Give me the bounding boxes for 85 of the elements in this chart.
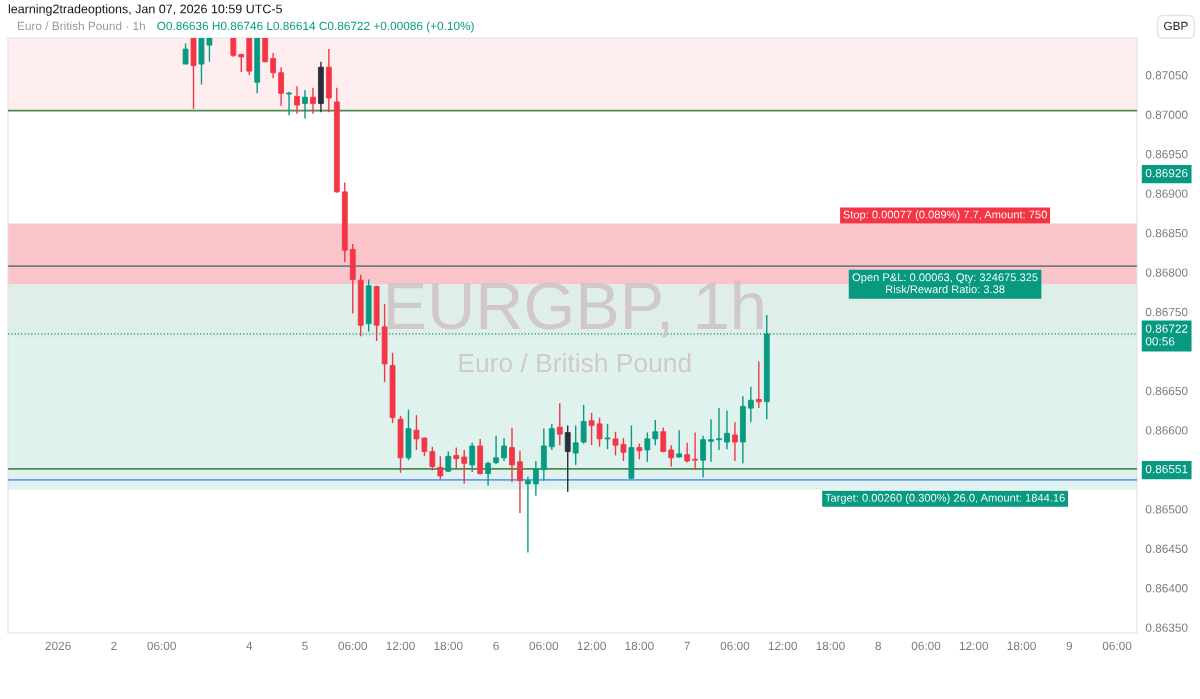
- y-tick-label: 0.86722 00:56: [1145, 324, 1188, 346]
- x-tick-label: 12:00: [386, 641, 415, 650]
- candlestick: [517, 450, 523, 514]
- y-tick-label: 0.87050: [1145, 71, 1188, 80]
- y-axis-title: GBP: [1164, 21, 1188, 31]
- y-tick-label: 0.86500: [1145, 505, 1188, 514]
- candlestick: [230, 38, 237, 58]
- x-tick-label: 18:00: [434, 641, 463, 650]
- x-tick-label: 06:00: [720, 641, 750, 650]
- candlestick: [548, 423, 555, 451]
- y-tick-label: 0.86450: [1145, 544, 1188, 553]
- candlestick: [668, 444, 675, 468]
- candlestick: [485, 461, 491, 487]
- candlestick: [604, 423, 611, 450]
- candlestick: [564, 424, 571, 493]
- y-tick-label: 0.86850: [1145, 228, 1188, 238]
- y-tick-label: 0.86400: [1145, 584, 1188, 593]
- candlestick: [708, 418, 714, 463]
- candlestick: [572, 424, 579, 466]
- candlestick: [294, 85, 300, 115]
- candlestick: [461, 449, 468, 485]
- candlestick: [644, 431, 651, 463]
- y-tick-label: 0.86800: [1145, 268, 1188, 277]
- x-tick-label: 5: [302, 641, 308, 650]
- candlestick: [660, 427, 667, 453]
- annotation: Open P&L: 0.00063, Qty: 324675.325 Risk/Reward Ratio: 3.38: [852, 273, 1038, 294]
- candlestick: [556, 402, 563, 446]
- text: learning2tradeoptions, Jan 07, 2026 10:59 UTC-5: [8, 4, 282, 16]
- candlestick: [437, 455, 444, 480]
- candlestick: [509, 427, 515, 483]
- chart-title: Euro / British Pound · 1h: [18, 21, 145, 31]
- y-tick-label: 0.86650: [1145, 386, 1188, 396]
- candlestick: [453, 446, 460, 469]
- candlestick: [652, 419, 659, 446]
- candlestick: [676, 429, 683, 459]
- x-tick-label: 18:00: [625, 641, 654, 650]
- candlestick: [302, 89, 308, 120]
- x-tick-label: 12:00: [768, 641, 798, 650]
- x-tick-label: 06:00: [529, 641, 559, 650]
- y-tick-label: 0.86926: [1145, 168, 1188, 178]
- candlestick: [270, 52, 277, 79]
- x-tick-label: 18:00: [1007, 641, 1036, 650]
- band-label: Stop: 0.00077 (0.089%) 7.7, Amount: 750: [843, 210, 1047, 221]
- x-tick-label: 06:00: [338, 641, 368, 650]
- candlestick: [493, 435, 499, 465]
- candlestick: [724, 409, 730, 450]
- candlestick: [684, 442, 691, 464]
- candlestick: [747, 386, 754, 423]
- x-tick-label: 4: [246, 641, 253, 650]
- x-tick-label: 6: [493, 641, 499, 650]
- x-tick-label: 9: [1066, 641, 1073, 650]
- y-tick-label: 0.86950: [1145, 150, 1188, 159]
- candlestick: [692, 431, 698, 471]
- x-tick-label: 7: [684, 641, 690, 650]
- x-tick-label: 12:00: [959, 641, 989, 650]
- y-tick-label: 0.86350: [1145, 623, 1188, 632]
- candlestick: [525, 476, 531, 554]
- y-tick-label: 0.86750: [1145, 307, 1188, 317]
- candlestick: [182, 42, 189, 65]
- x-tick-label: 2: [111, 641, 117, 650]
- x-tick-label: 12:00: [577, 641, 606, 650]
- candlestick: [540, 427, 547, 482]
- candlestick: [278, 66, 284, 107]
- candlestick: [262, 38, 269, 64]
- candlestick: [580, 404, 587, 445]
- candlestick: [732, 421, 738, 462]
- candlestick: [700, 435, 706, 479]
- y-tick-label: 0.86600: [1145, 426, 1188, 435]
- x-tick-label: 06:00: [147, 641, 176, 650]
- x-tick-label: 8: [875, 641, 882, 650]
- candlestick: [755, 360, 762, 409]
- candlestick: [310, 87, 316, 115]
- candlestick: [501, 437, 507, 462]
- x-tick-label: 18:00: [816, 641, 845, 650]
- x-tick-label: 06:00: [911, 641, 941, 650]
- y-tick-label: 0.86551: [1145, 464, 1188, 474]
- band-label: Target: 0.00260 (0.300%) 26.0, Amount: 1844.16: [825, 493, 1065, 504]
- candlestick: [532, 460, 539, 497]
- x-tick-label: 2026: [45, 641, 71, 650]
- chart-subtitle: O0.86636 H0.86746 L0.86614 C0.86722 +0.00086 (+0.10%): [157, 21, 474, 33]
- candlestick: [469, 442, 476, 473]
- y-tick-label: 0.87000: [1145, 110, 1188, 119]
- candlestick: [716, 407, 722, 451]
- x-tick-label: 06:00: [1102, 641, 1132, 650]
- y-tick-label: 0.86900: [1145, 189, 1188, 198]
